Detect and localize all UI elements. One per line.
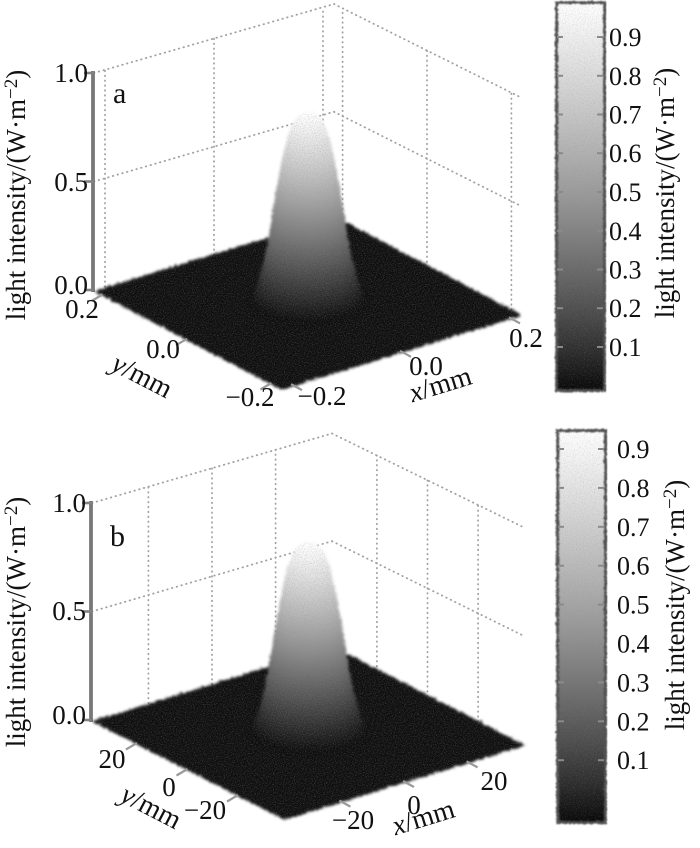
svg-text:0.6: 0.6 <box>617 552 650 581</box>
svg-text:0.5: 0.5 <box>52 596 86 626</box>
svg-text:0.0: 0.0 <box>52 700 86 730</box>
svg-text:1.0: 1.0 <box>54 58 88 88</box>
svg-text:0.3: 0.3 <box>609 256 642 285</box>
svg-text:0.3: 0.3 <box>617 668 650 697</box>
svg-text:0.4: 0.4 <box>617 630 650 659</box>
svg-text:0.6: 0.6 <box>609 139 642 168</box>
svg-text:0.8: 0.8 <box>617 474 650 503</box>
svg-text:light intensity/(W·m−2): light intensity/(W·m−2) <box>1 497 31 747</box>
svg-text:−20: −20 <box>332 805 374 835</box>
svg-text:1.0: 1.0 <box>52 488 86 518</box>
svg-text:−20: −20 <box>184 795 226 825</box>
svg-text:light intensity/(W·m−2): light intensity/(W·m−2) <box>1 70 31 320</box>
svg-text:0.0: 0.0 <box>54 270 88 300</box>
svg-text:0.7: 0.7 <box>617 513 650 542</box>
svg-text:0.1: 0.1 <box>609 333 642 362</box>
svg-text:light intensity/(W·m−2): light intensity/(W·m−2) <box>650 68 680 318</box>
svg-text:20: 20 <box>481 766 508 796</box>
svg-text:0.0: 0.0 <box>146 334 180 364</box>
svg-text:0.2: 0.2 <box>609 294 642 323</box>
svg-text:0.5: 0.5 <box>54 167 88 197</box>
svg-text:−0.2: −0.2 <box>298 381 347 411</box>
svg-text:light intensity/(W·m−2): light intensity/(W·m−2) <box>660 480 690 730</box>
svg-text:0.5: 0.5 <box>609 178 642 207</box>
svg-text:0.2: 0.2 <box>617 707 650 736</box>
svg-text:0: 0 <box>407 790 421 820</box>
svg-text:b: b <box>110 520 125 553</box>
svg-text:−0.2: −0.2 <box>226 382 275 412</box>
svg-text:0: 0 <box>162 772 176 802</box>
svg-text:20: 20 <box>99 744 126 774</box>
svg-text:0.0: 0.0 <box>409 351 443 381</box>
svg-text:0.7: 0.7 <box>609 101 642 130</box>
svg-text:0.5: 0.5 <box>617 591 650 620</box>
svg-text:0.2: 0.2 <box>509 323 543 353</box>
svg-text:a: a <box>113 77 126 110</box>
svg-text:0.9: 0.9 <box>617 435 650 464</box>
svg-text:0.8: 0.8 <box>609 62 642 91</box>
svg-text:0.2: 0.2 <box>65 294 99 324</box>
svg-text:0.1: 0.1 <box>617 746 650 775</box>
svg-text:0.4: 0.4 <box>609 217 642 246</box>
svg-text:0.9: 0.9 <box>609 23 642 52</box>
